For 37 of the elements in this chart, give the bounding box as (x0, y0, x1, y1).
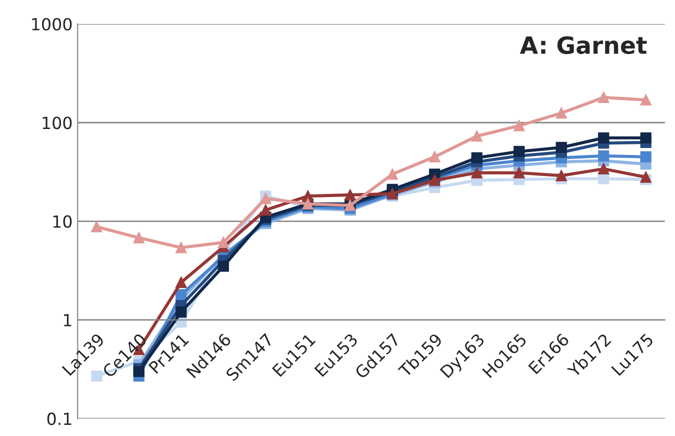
point (514, 167, 525, 178)
point (640, 172, 652, 183)
point (218, 260, 229, 272)
point (556, 142, 567, 154)
point (598, 132, 610, 144)
point (640, 94, 652, 106)
point (556, 108, 567, 119)
point (598, 150, 610, 162)
point (344, 189, 356, 200)
point (218, 236, 229, 248)
point (176, 289, 187, 300)
y-tick-label: 100 (42, 116, 72, 130)
point (514, 120, 525, 132)
point (429, 151, 440, 162)
y-tick-label: 10 (53, 215, 72, 228)
point (471, 167, 482, 178)
point (133, 232, 144, 244)
point (176, 276, 187, 288)
y-tick-label: 0.1 (47, 412, 72, 426)
point (471, 130, 482, 142)
point (640, 132, 652, 144)
point (598, 173, 610, 184)
point (260, 192, 272, 204)
chart-title: A: Garnet (520, 36, 647, 54)
point (556, 170, 567, 182)
y-tick-label: 1 (64, 314, 72, 326)
point (598, 92, 610, 103)
point (176, 306, 187, 318)
point (91, 221, 102, 232)
point (176, 242, 187, 254)
point (514, 146, 525, 158)
point (386, 168, 398, 180)
y-tick-label: 1000 (32, 18, 72, 31)
point (260, 204, 272, 216)
point (640, 151, 652, 162)
point (471, 152, 482, 164)
point (598, 163, 610, 174)
